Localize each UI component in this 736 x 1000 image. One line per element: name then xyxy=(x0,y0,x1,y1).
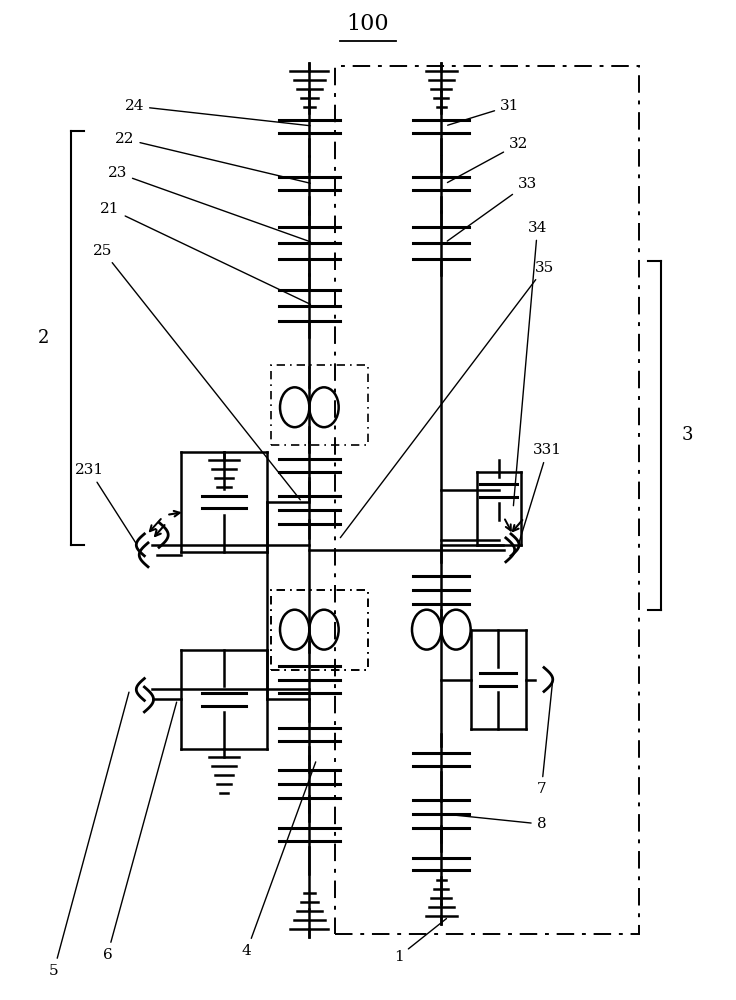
Text: 8: 8 xyxy=(447,814,546,831)
Text: 231: 231 xyxy=(75,463,135,543)
Text: 21: 21 xyxy=(100,202,311,304)
Bar xyxy=(271,365,368,445)
Text: 23: 23 xyxy=(107,166,311,242)
Text: 331: 331 xyxy=(519,443,562,542)
Text: 1: 1 xyxy=(394,919,447,964)
Bar xyxy=(335,66,640,934)
Text: 5: 5 xyxy=(49,692,129,978)
Text: 32: 32 xyxy=(447,137,528,183)
Text: 35: 35 xyxy=(340,261,554,538)
Text: 25: 25 xyxy=(93,244,300,500)
Bar xyxy=(271,590,368,670)
Text: 22: 22 xyxy=(115,132,311,183)
Text: 3: 3 xyxy=(682,426,693,444)
Text: 100: 100 xyxy=(347,13,389,35)
Text: 6: 6 xyxy=(102,702,177,962)
Text: 34: 34 xyxy=(514,221,548,506)
Text: 31: 31 xyxy=(447,99,520,125)
Text: 4: 4 xyxy=(242,762,316,958)
Bar xyxy=(271,590,368,670)
Text: 33: 33 xyxy=(447,177,537,241)
Text: 2: 2 xyxy=(38,329,49,347)
Text: 7: 7 xyxy=(537,682,553,796)
Text: 24: 24 xyxy=(124,99,311,126)
